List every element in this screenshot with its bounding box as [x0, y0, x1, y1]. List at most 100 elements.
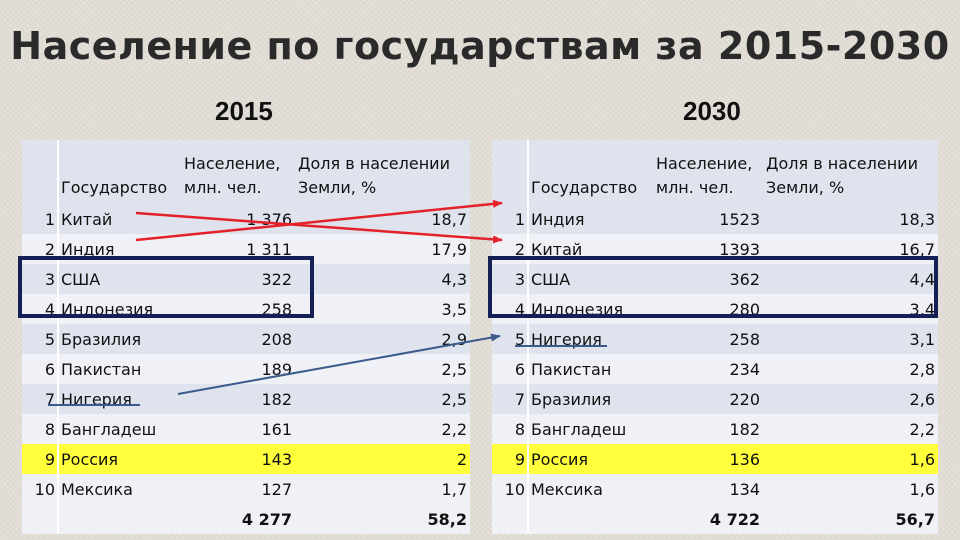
country-cell: США — [57, 264, 182, 294]
share-cell: 2 — [296, 444, 470, 474]
population-cell: 280 — [654, 294, 764, 324]
share-cell: 2,5 — [296, 354, 470, 384]
table-row: 10 Мексика 127 1,7 — [22, 474, 470, 504]
share-cell: 3,4 — [764, 294, 938, 324]
total-population: 4 277 — [182, 504, 296, 534]
year-label-2030: 2030 — [683, 96, 741, 126]
rank-cell: 5 — [22, 324, 58, 354]
table-row-highlighted: 9 Россия 136 1,6 — [492, 444, 938, 474]
population-cell: 1 376 — [182, 204, 296, 234]
population-cell: 322 — [182, 264, 296, 294]
rank-cell: 3 — [492, 264, 528, 294]
population-cell: 258 — [182, 294, 296, 324]
table-row: 7 Нигерия 182 2,5 — [22, 384, 470, 414]
rank-cell: 6 — [22, 354, 58, 384]
rank-cell: 5 — [492, 324, 528, 354]
rank-cell: 4 — [22, 294, 58, 324]
country-cell: Индонезия — [527, 294, 654, 324]
share-cell: 4,4 — [764, 264, 938, 294]
header-population: Население, млн. чел. — [654, 140, 764, 204]
country-cell: Нигерия — [527, 324, 654, 354]
table-row: 6 Пакистан 234 2,8 — [492, 354, 938, 384]
rank-cell: 3 — [22, 264, 58, 294]
header-share: Доля в населении Земли, % — [764, 140, 938, 204]
share-cell: 18,7 — [296, 204, 470, 234]
share-cell: 2,8 — [764, 354, 938, 384]
table-row: 4 Индонезия 280 3,4 — [492, 294, 938, 324]
population-cell: 189 — [182, 354, 296, 384]
table-total-row: 4 277 58,2 — [22, 504, 470, 534]
share-cell: 18,3 — [764, 204, 938, 234]
table-row-highlighted: 9 Россия 143 2 — [22, 444, 470, 474]
population-cell: 182 — [654, 414, 764, 444]
table-total-row: 4 722 56,7 — [492, 504, 938, 534]
table-row: 3 США 322 4,3 — [22, 264, 470, 294]
population-cell: 234 — [654, 354, 764, 384]
year-label-2015: 2015 — [215, 96, 273, 126]
population-cell: 208 — [182, 324, 296, 354]
highlight-box-2015 — [18, 256, 314, 318]
rank-cell: 7 — [22, 384, 58, 414]
total-share: 56,7 — [764, 504, 938, 534]
table-row: 10 Мексика 134 1,6 — [492, 474, 938, 504]
population-cell: 134 — [654, 474, 764, 504]
country-cell: Бразилия — [527, 384, 654, 414]
table-row: 1 Индия 1523 18,3 — [492, 204, 938, 234]
country-cell: Россия — [57, 444, 182, 474]
share-cell: 2,2 — [764, 414, 938, 444]
table-row: 7 Бразилия 220 2,6 — [492, 384, 938, 414]
population-cell: 1523 — [654, 204, 764, 234]
population-table-2015: Государство Население, млн. чел. Доля в н… — [22, 140, 471, 534]
population-cell: 161 — [182, 414, 296, 444]
country-cell: Индия — [527, 204, 654, 234]
table-row: 5 Нигерия 258 3,1 — [492, 324, 938, 354]
table-row: 3 США 362 4,4 — [492, 264, 938, 294]
share-cell: 3,5 — [296, 294, 470, 324]
country-cell: Индонезия — [57, 294, 182, 324]
share-cell: 2,6 — [764, 384, 938, 414]
highlight-box-2030 — [488, 256, 938, 318]
population-cell: 220 — [654, 384, 764, 414]
population-cell: 127 — [182, 474, 296, 504]
rank-cell: 9 — [22, 444, 58, 474]
country-cell: Мексика — [57, 474, 182, 504]
share-cell: 1,7 — [296, 474, 470, 504]
share-cell: 2,2 — [296, 414, 470, 444]
country-cell: Бангладеш — [57, 414, 182, 444]
header-population: Население, млн. чел. — [182, 140, 296, 204]
share-cell: 2,5 — [296, 384, 470, 414]
nigeria-underline-2015 — [48, 404, 140, 406]
table-row: 5 Бразилия 208 2,9 — [22, 324, 470, 354]
share-cell: 4,3 — [296, 264, 470, 294]
rank-cell: 6 — [492, 354, 528, 384]
country-cell: Нигерия — [57, 384, 182, 414]
country-cell: США — [527, 264, 654, 294]
country-cell: Россия — [527, 444, 654, 474]
nigeria-underline-2030 — [515, 345, 607, 347]
rank-cell: 8 — [492, 414, 528, 444]
header-rank — [492, 140, 528, 204]
population-table-2030: Государство Население, млн. чел. Доля в н… — [492, 140, 939, 534]
population-cell: 182 — [182, 384, 296, 414]
country-cell: Бразилия — [57, 324, 182, 354]
table-header-row: Государство Население, млн. чел. Доля в н… — [22, 140, 470, 204]
rank-cell: 7 — [492, 384, 528, 414]
country-cell: Бангладеш — [527, 414, 654, 444]
header-share: Доля в населении Земли, % — [296, 140, 470, 204]
country-cell: Пакистан — [527, 354, 654, 384]
rank-cell: 10 — [492, 474, 528, 504]
share-cell: 17,9 — [296, 234, 470, 264]
total-share: 58,2 — [296, 504, 470, 534]
rank-cell: 8 — [22, 414, 58, 444]
country-cell: Китай — [57, 204, 182, 234]
table-row: 6 Пакистан 189 2,5 — [22, 354, 470, 384]
population-cell: 136 — [654, 444, 764, 474]
share-cell: 1,6 — [764, 444, 938, 474]
table-row: 8 Бангладеш 161 2,2 — [22, 414, 470, 444]
rank-cell: 1 — [492, 204, 528, 234]
header-rank — [22, 140, 58, 204]
table-row: 4 Индонезия 258 3,5 — [22, 294, 470, 324]
table-row: 8 Бангладеш 182 2,2 — [492, 414, 938, 444]
country-cell: Мексика — [527, 474, 654, 504]
population-cell: 143 — [182, 444, 296, 474]
